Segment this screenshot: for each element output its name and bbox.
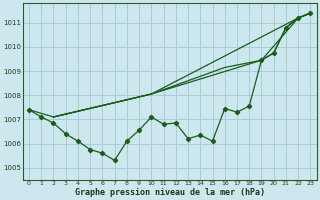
X-axis label: Graphe pression niveau de la mer (hPa): Graphe pression niveau de la mer (hPa) [75, 188, 265, 197]
